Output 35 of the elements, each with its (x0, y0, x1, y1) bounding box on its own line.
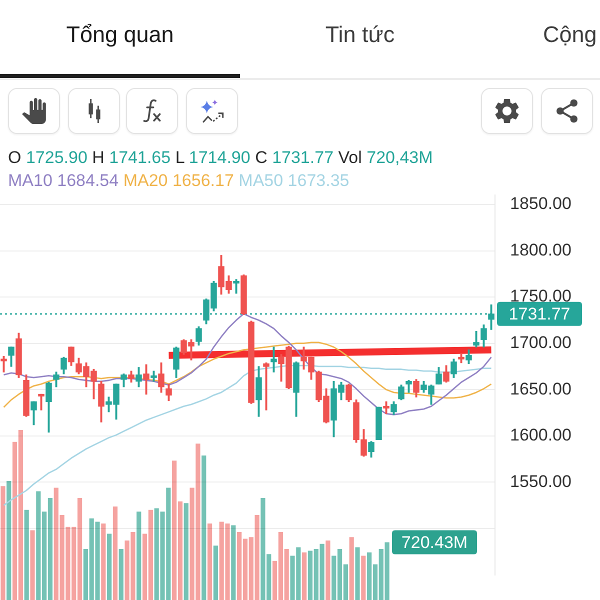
bar (136, 512, 142, 600)
bar (361, 556, 366, 600)
bar (101, 524, 106, 600)
annotation: 720.43M (401, 532, 468, 552)
bar (24, 510, 29, 600)
text: Tổng quan (65, 22, 175, 48)
bar (184, 503, 188, 600)
bar (349, 537, 354, 600)
bar (202, 456, 206, 600)
text: Tin tức (324, 22, 396, 48)
text: 1731.77 (508, 304, 570, 324)
bar (302, 552, 307, 600)
text: Cộng (543, 22, 597, 48)
y-tick-label: 1800.00 (510, 240, 572, 260)
y-tick-label: 1750.00 (510, 286, 572, 306)
bar (231, 525, 236, 600)
bar (213, 546, 218, 600)
y-tick-label: 1600.00 (510, 426, 572, 445)
bar (207, 524, 212, 600)
text: MA20 1656.17 (123, 171, 234, 190)
text: MA10 1684.54 (8, 171, 119, 190)
bar (6, 481, 12, 600)
y-tick-label: 1700.00 (510, 333, 572, 352)
bar (0, 486, 6, 600)
y-tick-label: 1550.00 (510, 472, 572, 491)
bar (30, 530, 35, 600)
y-tick-label: 1850.00 (510, 194, 572, 214)
bar (355, 547, 360, 600)
bar (107, 534, 112, 600)
bar (112, 506, 118, 600)
text: O 1725.90 H 1741.65 L 1714.90 C 1731.77 Vol 720,43M (8, 148, 433, 167)
text: MA50 1673.35 (238, 171, 350, 190)
bar (326, 540, 330, 600)
y-tick-label: 1650.00 (510, 379, 572, 398)
bar (118, 549, 124, 600)
